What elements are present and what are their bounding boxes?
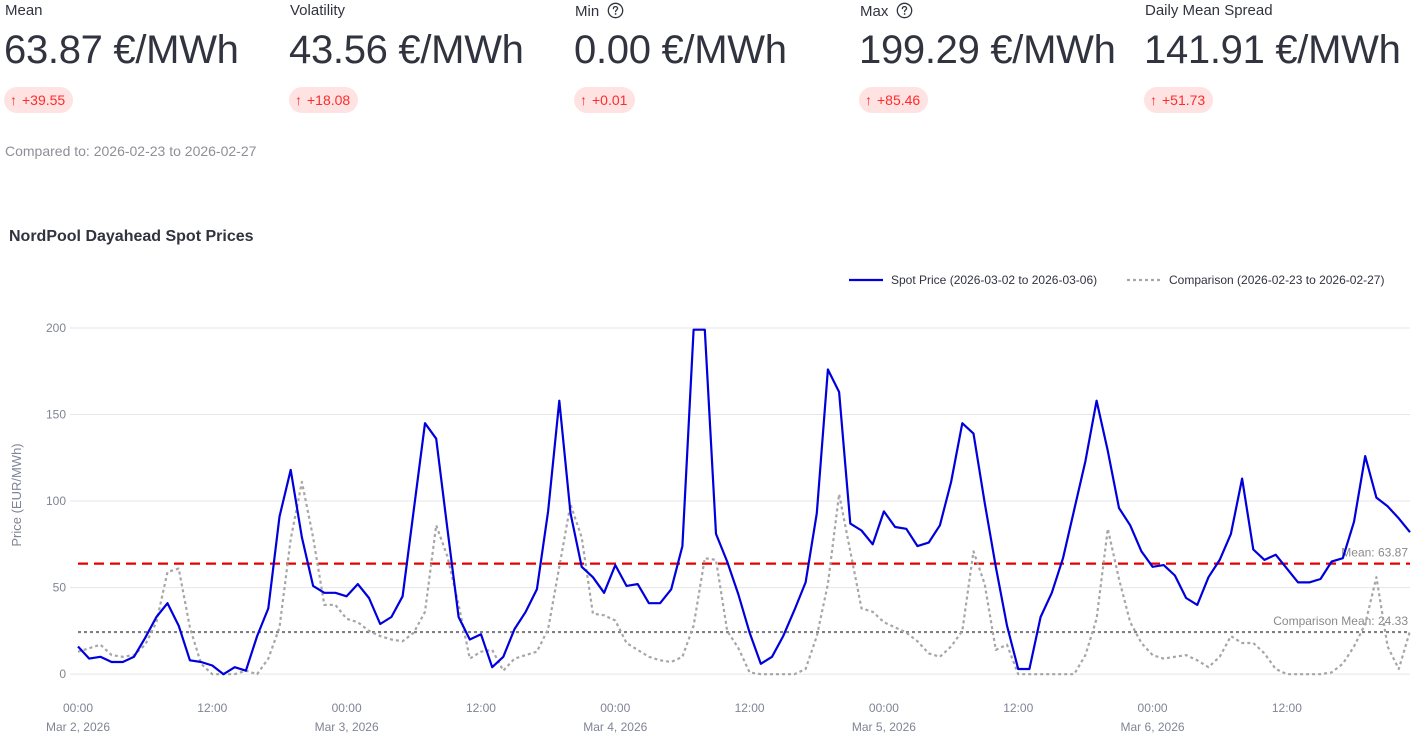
metric-delta-badge: ↑ +0.01 [574,87,636,113]
x-tick-label: 00:00 [1138,701,1168,715]
arrow-up-icon: ↑ [1150,92,1157,108]
metric-value: 43.56 €/MWh [289,28,524,72]
y-tick-label: 100 [46,494,66,508]
mean-line-label: Comparison Mean: 24.33 [1273,614,1408,628]
metrics-row: Mean 63.87 €/MWh ↑ +39.55 Volatility 43.5… [0,0,1422,120]
y-tick-label: 0 [59,667,66,681]
metric-label: Max [860,2,913,20]
question-circle-icon[interactable] [896,2,913,19]
metric-label: Mean [5,2,43,19]
metric-value: 0.00 €/MWh [574,28,787,72]
metric-delta-badge: ↑ +18.08 [289,87,359,113]
metric-label-text: Min [575,3,600,20]
comparison-period-caption: Compared to: 2026-02-23 to 2026-02-27 [5,143,257,159]
legend-item-label: Spot Price (2026-03-02 to 2026-03-06) [891,273,1097,287]
x-tick-sublabel: Mar 5, 2026 [852,720,916,734]
metric-delta-badge: ↑ +51.73 [1144,87,1214,113]
y-axis-label: Price (EUR/MWh) [9,443,24,546]
metric-delta-value: +0.01 [592,92,628,108]
x-tick-label: 12:00 [1272,701,1302,715]
x-tick-label: 12:00 [1003,701,1033,715]
x-tick-label: 00:00 [600,701,630,715]
metric-delta-value: +85.46 [877,92,921,108]
metric-label: Min [575,2,624,20]
comparison-series-line [77,480,1412,676]
arrow-up-icon: ↑ [295,92,302,108]
x-tick-sublabel: Mar 6, 2026 [1121,720,1185,734]
x-tick-label: 00:00 [63,701,93,715]
metric-label: Volatility [290,2,346,19]
metric-value: 199.29 €/MWh [859,28,1116,72]
x-tick-label: 12:00 [197,701,227,715]
metric-delta-value: +18.08 [307,92,351,108]
arrow-up-icon: ↑ [10,92,17,108]
arrow-up-icon: ↑ [580,92,587,108]
legend-item-label: Comparison (2026-02-23 to 2026-02-27) [1169,273,1384,287]
metric-label-text: Max [860,3,889,20]
arrow-up-icon: ↑ [865,92,872,108]
metric-value: 63.87 €/MWh [4,28,239,72]
metric-delta-badge: ↑ +39.55 [4,87,74,113]
x-tick-sublabel: Mar 4, 2026 [583,720,647,734]
x-tick-sublabel: Mar 3, 2026 [315,720,379,734]
metric-delta-value: +39.55 [22,92,66,108]
metric-value: 141.91 €/MWh [1144,28,1401,72]
spot-price-chart[interactable]: 0 50 100 150 200 Price (EUR/MWh) 00:00 Mar 2, 2… [0,262,1422,738]
metric-delta-value: +51.73 [1162,92,1206,108]
x-tick-label: 00:00 [869,701,899,715]
y-tick-label: 150 [46,408,66,422]
x-tick-sublabel: Mar 2, 2026 [46,720,110,734]
x-tick-label: 12:00 [735,701,765,715]
x-tick-label: 00:00 [332,701,362,715]
mean-line-label: Mean: 63.87 [1341,546,1408,560]
metric-label: Daily Mean Spread [1145,2,1273,19]
x-tick-label: 12:00 [466,701,496,715]
y-tick-label: 50 [53,581,67,595]
y-tick-label: 200 [46,321,66,335]
question-circle-icon[interactable] [607,2,624,19]
chart-title: NordPool Dayahead Spot Prices [9,228,254,245]
spot-price-series-line [77,328,1411,676]
metric-delta-badge: ↑ +85.46 [859,87,929,113]
